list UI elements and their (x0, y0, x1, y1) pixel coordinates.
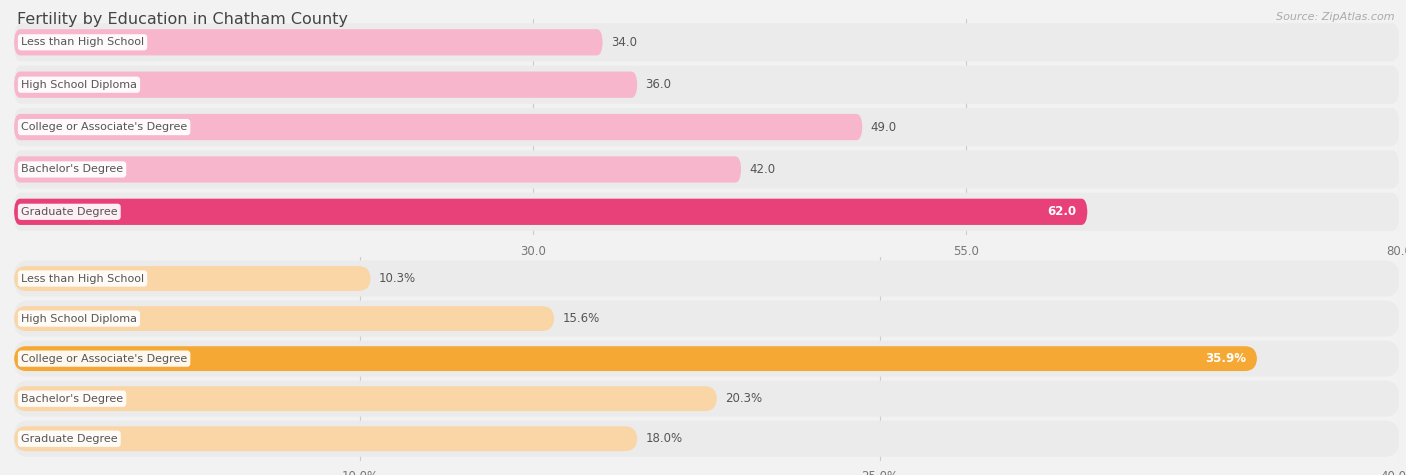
Text: Bachelor's Degree: Bachelor's Degree (21, 394, 124, 404)
Text: Source: ZipAtlas.com: Source: ZipAtlas.com (1277, 12, 1395, 22)
Text: 34.0: 34.0 (612, 36, 637, 49)
FancyBboxPatch shape (14, 114, 862, 140)
FancyBboxPatch shape (14, 29, 603, 56)
Text: 35.9%: 35.9% (1205, 352, 1246, 365)
FancyBboxPatch shape (14, 66, 1399, 104)
Text: 49.0: 49.0 (870, 121, 897, 133)
FancyBboxPatch shape (14, 72, 637, 98)
FancyBboxPatch shape (14, 421, 1399, 457)
Text: 36.0: 36.0 (645, 78, 672, 91)
FancyBboxPatch shape (14, 23, 1399, 61)
Text: 18.0%: 18.0% (645, 432, 683, 445)
Text: Less than High School: Less than High School (21, 38, 143, 48)
FancyBboxPatch shape (14, 301, 1399, 337)
Text: High School Diploma: High School Diploma (21, 80, 136, 90)
Text: Graduate Degree: Graduate Degree (21, 434, 118, 444)
Text: Bachelor's Degree: Bachelor's Degree (21, 164, 124, 174)
Text: Graduate Degree: Graduate Degree (21, 207, 118, 217)
Text: High School Diploma: High School Diploma (21, 314, 136, 323)
Text: 42.0: 42.0 (749, 163, 776, 176)
FancyBboxPatch shape (14, 386, 717, 411)
Text: Fertility by Education in Chatham County: Fertility by Education in Chatham County (17, 12, 347, 27)
Text: 20.3%: 20.3% (725, 392, 762, 405)
FancyBboxPatch shape (14, 341, 1399, 377)
FancyBboxPatch shape (14, 199, 1087, 225)
FancyBboxPatch shape (14, 260, 1399, 296)
FancyBboxPatch shape (14, 346, 1257, 371)
FancyBboxPatch shape (14, 108, 1399, 146)
Text: Less than High School: Less than High School (21, 274, 143, 284)
FancyBboxPatch shape (14, 306, 554, 331)
Text: 62.0: 62.0 (1047, 205, 1076, 218)
FancyBboxPatch shape (14, 380, 1399, 417)
FancyBboxPatch shape (14, 151, 1399, 189)
Text: College or Associate's Degree: College or Associate's Degree (21, 122, 187, 132)
Text: 15.6%: 15.6% (562, 312, 600, 325)
Text: 10.3%: 10.3% (380, 272, 416, 285)
FancyBboxPatch shape (14, 193, 1399, 231)
FancyBboxPatch shape (14, 266, 371, 291)
Text: College or Associate's Degree: College or Associate's Degree (21, 353, 187, 364)
FancyBboxPatch shape (14, 156, 741, 182)
FancyBboxPatch shape (14, 426, 637, 451)
